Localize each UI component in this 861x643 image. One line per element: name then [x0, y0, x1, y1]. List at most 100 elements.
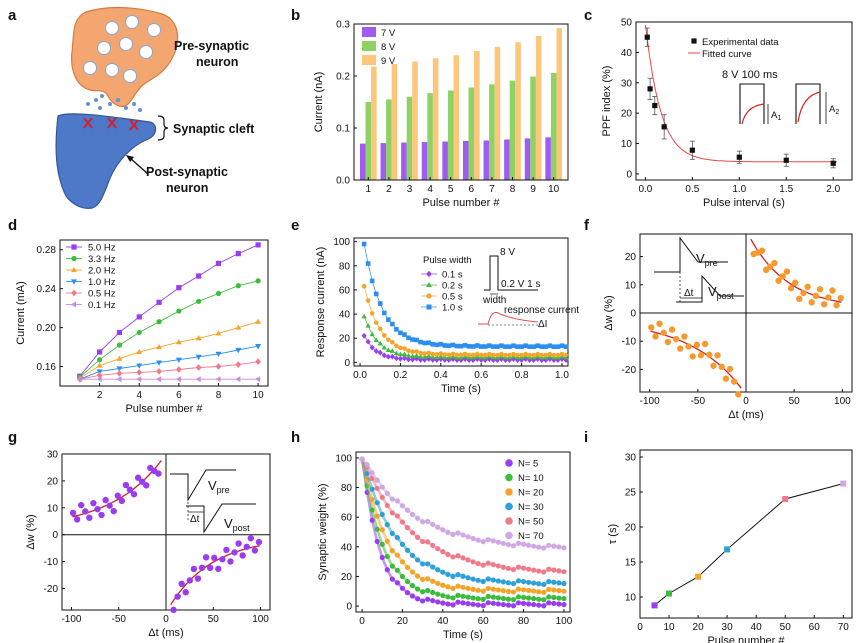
h-point [460, 593, 466, 599]
d-point [196, 273, 202, 279]
g-point [138, 478, 146, 485]
h-point [520, 600, 527, 606]
h-point [384, 522, 390, 528]
f-point [726, 365, 734, 373]
bar-7V-4 [421, 142, 428, 180]
e-point [434, 354, 440, 360]
e-inset-response-label: response current [504, 305, 579, 316]
e-point [402, 332, 407, 337]
g-point [255, 538, 263, 546]
g-point [126, 486, 134, 493]
h-point [404, 525, 411, 531]
e-point [442, 343, 448, 348]
e-point [458, 343, 464, 349]
h-point [556, 544, 562, 550]
h-point [475, 587, 481, 593]
f-point [837, 294, 844, 302]
d-point [136, 363, 143, 369]
e-point [442, 352, 448, 357]
i-point [695, 573, 702, 580]
e-ylabel: Response current (nA) [315, 247, 327, 358]
e-point [377, 326, 383, 332]
h-point [369, 507, 375, 513]
e-point [442, 356, 448, 363]
postsynaptic-neuron [55, 113, 157, 209]
h-point [374, 538, 380, 545]
h-point [465, 534, 471, 540]
h-point [409, 511, 416, 518]
bar-9V-3 [412, 61, 418, 180]
c-point [647, 86, 653, 92]
h-point [531, 543, 537, 549]
h-point [369, 475, 375, 482]
e-point [381, 352, 387, 359]
e-point [369, 311, 375, 316]
h-point [546, 566, 552, 572]
f-point [812, 292, 820, 300]
e-point [434, 352, 440, 357]
g-xtick-label: -100 [61, 614, 81, 625]
e-inset-width: width [482, 295, 506, 306]
h-point [369, 470, 375, 476]
e-point [502, 356, 508, 363]
h-point [551, 600, 557, 607]
e-point [563, 344, 569, 349]
panel-label-c: c [584, 7, 592, 24]
h-point [389, 563, 395, 569]
g-fit [170, 545, 260, 606]
h-point [394, 498, 400, 504]
b-xtick-label: 9 [530, 184, 536, 195]
h-point [435, 591, 441, 597]
e-point [405, 353, 412, 358]
h-point [399, 503, 406, 509]
h-point [495, 601, 501, 607]
h-point [556, 595, 562, 601]
h-point [531, 567, 537, 573]
h-point [526, 579, 532, 585]
c-ytick-label: 0 [626, 169, 632, 180]
h-point [460, 600, 466, 606]
h-point [384, 553, 390, 560]
h-point [520, 587, 527, 593]
d-point [254, 376, 261, 383]
h-point [500, 588, 506, 594]
f-point [656, 320, 663, 327]
f-xtick-label: 50 [789, 396, 801, 407]
f-point [783, 268, 791, 275]
h-point [450, 602, 456, 608]
b-legend-swatch [362, 27, 376, 37]
h-xtick-label: 100 [556, 616, 573, 627]
f-point [677, 345, 684, 352]
e-point [430, 356, 436, 363]
g-point [114, 492, 121, 499]
h-point [515, 540, 522, 546]
e-point [418, 350, 423, 356]
c-ytick-label: 40 [621, 48, 633, 59]
e-point [478, 352, 484, 358]
f-point [808, 299, 815, 306]
h-xtick-label: 80 [518, 616, 530, 627]
b-legend-swatch [362, 41, 376, 51]
f-point [648, 324, 655, 331]
h-point [475, 596, 481, 602]
h-point [556, 601, 562, 607]
f-point [833, 301, 840, 309]
e-point [539, 352, 545, 358]
h-point [470, 535, 476, 542]
f-point [697, 351, 705, 359]
e-point [430, 351, 436, 357]
e-point [563, 352, 569, 358]
h-point [455, 583, 461, 589]
f-ytick-label: -10 [622, 337, 637, 348]
h-point [445, 551, 451, 558]
h-legend-marker [505, 502, 513, 511]
e-point [539, 344, 545, 349]
h-point [536, 596, 542, 602]
h-point [546, 600, 552, 606]
d-point [156, 343, 163, 350]
h-legend-marker [505, 488, 513, 496]
g-ytick-label: 20 [47, 476, 59, 487]
d-point [175, 339, 182, 345]
d-point [116, 355, 123, 361]
d-legend-label: 0.1 Hz [88, 300, 116, 311]
